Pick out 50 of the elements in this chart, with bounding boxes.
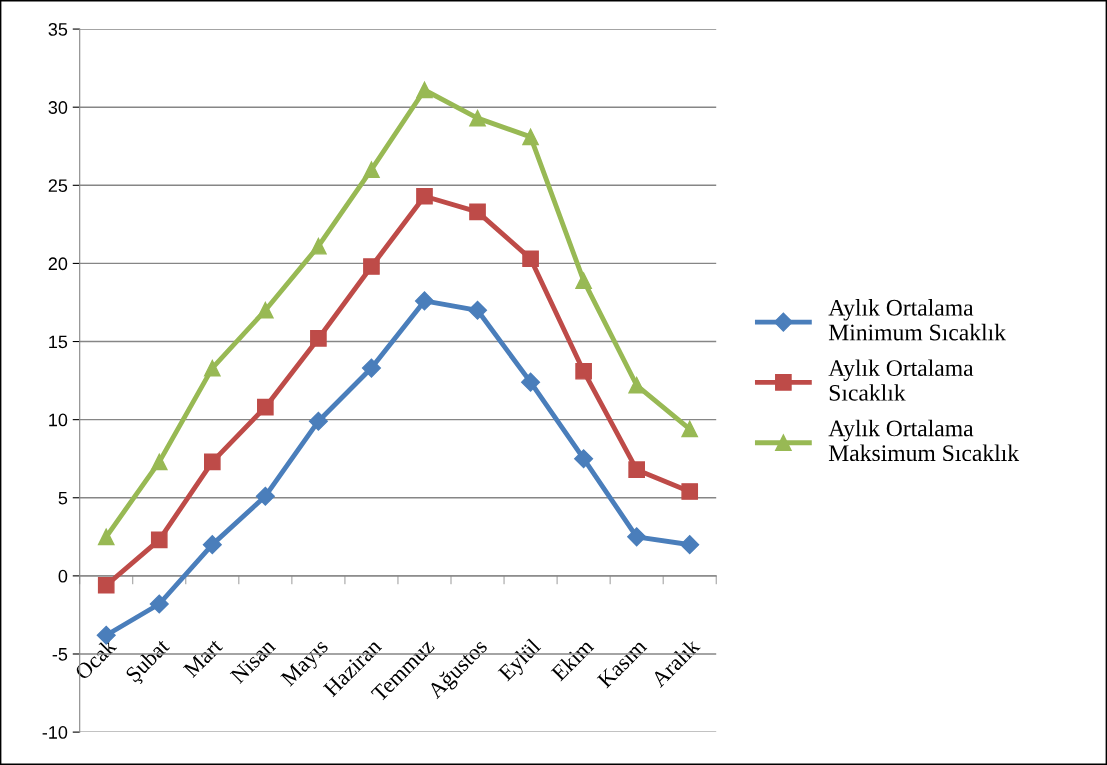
point <box>361 358 381 378</box>
point <box>308 411 328 431</box>
point <box>522 128 539 146</box>
point <box>469 109 486 127</box>
point <box>255 486 275 506</box>
x-tick-label: Ocak <box>73 636 118 681</box>
point <box>363 258 380 275</box>
y-tick-label: -10 <box>42 726 68 739</box>
point <box>627 527 647 547</box>
y-tick-label: 30 <box>48 101 68 114</box>
point <box>467 300 488 320</box>
point <box>203 453 221 471</box>
point <box>469 203 486 221</box>
x-tick-label: Mart <box>182 637 224 679</box>
point <box>416 81 433 99</box>
point <box>150 531 168 549</box>
y-tick-label: 25 <box>48 179 68 193</box>
y-tick-label: 20 <box>48 257 68 271</box>
point <box>97 528 115 546</box>
point <box>363 161 380 179</box>
point <box>149 594 169 614</box>
point <box>310 237 327 255</box>
point <box>680 535 700 555</box>
point <box>416 187 433 205</box>
y-tick-label: 10 <box>49 413 68 427</box>
point <box>575 362 592 380</box>
point <box>97 576 115 594</box>
point <box>628 376 645 394</box>
point <box>521 372 541 392</box>
legend-label: Aylık Ortalama Minimum Sıcaklık <box>828 299 1006 341</box>
y-tick-label: -5 <box>52 648 68 661</box>
point <box>150 453 168 471</box>
legend-label: Aylık Ortalama Sıcaklık <box>828 359 974 401</box>
point <box>575 272 592 289</box>
point <box>574 449 594 469</box>
point <box>681 420 699 438</box>
point <box>203 359 221 377</box>
y-tick-label: 35 <box>48 23 68 36</box>
legend-label: Aylık Ortalama Maksimum Sıcaklık <box>828 419 1020 462</box>
point <box>257 301 274 319</box>
point <box>310 330 327 347</box>
point <box>414 291 435 311</box>
point <box>257 398 274 416</box>
point <box>202 535 222 555</box>
y-tick-label: 15 <box>49 335 68 349</box>
point <box>522 250 539 268</box>
point <box>628 461 645 478</box>
point <box>681 483 699 500</box>
y-tick-label: 5 <box>58 491 68 505</box>
y-tick-label: 0 <box>58 569 68 583</box>
